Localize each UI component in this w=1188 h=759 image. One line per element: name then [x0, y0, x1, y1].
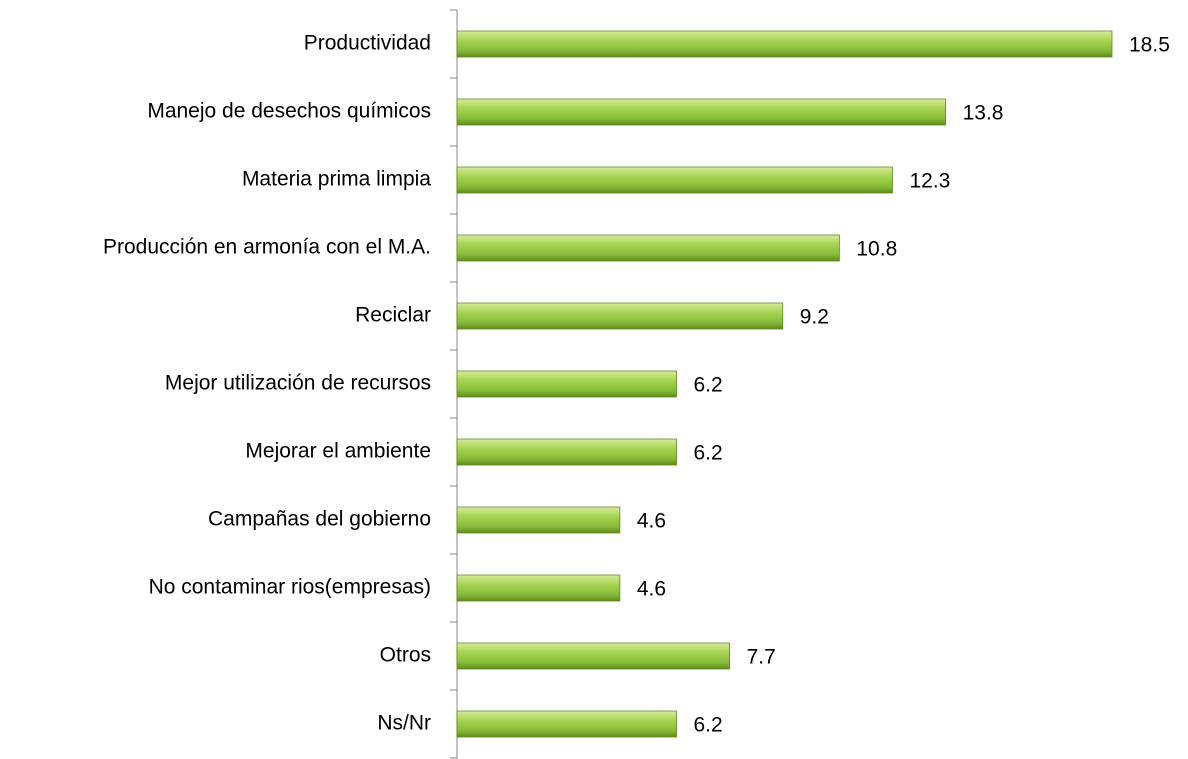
bar	[456, 710, 677, 738]
value-label: 12.3	[909, 170, 950, 193]
bar	[456, 98, 946, 126]
category-label: Productividad	[304, 32, 431, 55]
category-label: Reciclar	[355, 304, 431, 327]
bar	[456, 438, 677, 466]
category-label: Otros	[380, 644, 431, 667]
bar	[456, 506, 621, 534]
value-label: 7.7	[747, 646, 776, 669]
category-label: Materia prima limpia	[242, 168, 431, 191]
value-label: 4.6	[637, 510, 666, 533]
category-label: Campañas del gobierno	[208, 508, 431, 531]
bar	[456, 234, 840, 262]
bar	[456, 574, 621, 602]
category-label: Manejo de desechos químicos	[147, 100, 431, 123]
bar	[456, 302, 784, 330]
category-label: Producción en armonía con el M.A.	[103, 236, 431, 259]
bar	[456, 30, 1113, 58]
value-label: 10.8	[856, 238, 897, 261]
value-label: 18.5	[1129, 34, 1170, 57]
value-label: 6.2	[694, 714, 723, 737]
bar	[456, 166, 893, 194]
category-label: No contaminar rios(empresas)	[149, 576, 431, 599]
value-label: 13.8	[963, 102, 1004, 125]
value-label: 4.6	[637, 578, 666, 601]
category-label: Ns/Nr	[377, 712, 431, 735]
value-label: 9.2	[800, 306, 829, 329]
value-label: 6.2	[694, 374, 723, 397]
bar	[456, 642, 731, 670]
category-label: Mejorar el ambiente	[245, 440, 431, 463]
value-label: 6.2	[694, 442, 723, 465]
category-label: Mejor utilización de recursos	[165, 372, 431, 395]
bar	[456, 370, 677, 398]
